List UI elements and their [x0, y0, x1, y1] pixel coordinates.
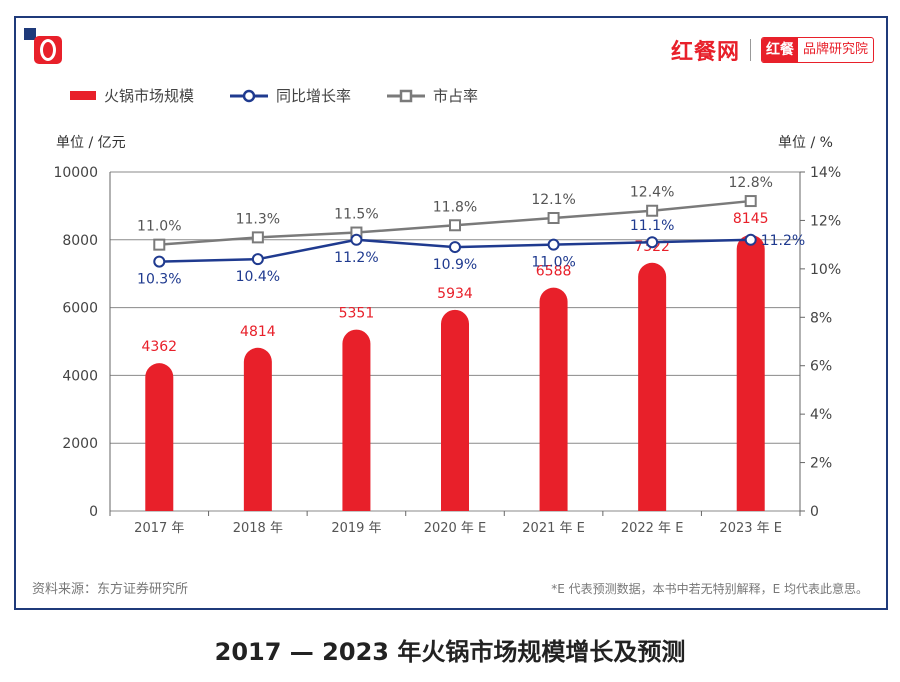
right-axis-unit: 单位 / % — [778, 135, 833, 151]
bar-value-label: 6588 — [536, 264, 572, 280]
share-value-label: 11.5% — [334, 207, 378, 223]
brand-header: 红餐网 红餐 品牌研究院 — [671, 34, 874, 66]
growth-value-label: 10.4% — [236, 269, 280, 285]
share-value-label: 11.8% — [433, 199, 477, 215]
x-tick-label: 2022 年 E — [621, 521, 684, 536]
brand-box-b: 品牌研究院 — [802, 42, 868, 57]
growth-value-label: 11.1% — [630, 218, 674, 234]
left-tick-label: 4000 — [62, 368, 98, 384]
growth-value-label: 10.3% — [137, 272, 181, 288]
bar-value-label: 5934 — [437, 286, 473, 302]
share-value-label: 11.0% — [137, 219, 181, 235]
x-tick-label: 2017 年 — [134, 521, 184, 536]
left-tick-label: 8000 — [62, 233, 98, 249]
x-tick-label: 2020 年 E — [424, 521, 487, 536]
legend-bar-label: 火锅市场规模 — [104, 87, 195, 105]
legend-growth-marker — [230, 89, 269, 102]
x-tick-label: 2021 年 E — [522, 521, 585, 536]
legend-item-growth: 同比增长率 — [230, 85, 351, 106]
right-tick-label: 4% — [810, 407, 832, 423]
brand-box-a: 红餐 — [761, 38, 798, 62]
estimate-note: *E 代表预测数据，本书中若无特别解释，E 均代表此意思。 — [551, 582, 868, 596]
bar-0 — [145, 363, 174, 511]
source-note: 资料来源：东方证券研究所 — [32, 582, 189, 597]
growth-point — [547, 238, 560, 251]
legend-growth-label: 同比增长率 — [276, 87, 352, 105]
logo-badge-icon — [34, 36, 62, 64]
share-point — [153, 238, 166, 251]
share-point — [449, 219, 461, 232]
right-tick-label: 6% — [810, 359, 832, 375]
legend-share-label: 市占率 — [433, 87, 479, 105]
growth-point — [251, 253, 264, 266]
brand-main-logo: 红餐网 — [670, 40, 740, 65]
left-tick-label: 2000 — [62, 436, 98, 452]
x-tick-label: 2019 年 — [331, 521, 381, 536]
right-tick-label: 12% — [810, 213, 841, 229]
bar-6 — [736, 234, 765, 511]
x-tick-label: 2018 年 — [233, 521, 283, 536]
growth-point — [646, 236, 659, 249]
share-point — [547, 212, 560, 225]
bar-1 — [243, 347, 272, 511]
right-tick-label: 14% — [810, 165, 841, 181]
right-tick-label: 2% — [810, 456, 832, 472]
bar-2 — [342, 329, 371, 511]
growth-point — [449, 241, 461, 254]
left-tick-label: 6000 — [62, 301, 98, 317]
growth-value-label: 10.9% — [433, 257, 477, 273]
legend-item-share: 市占率 — [387, 85, 478, 106]
left-tick-label: 10000 — [53, 165, 98, 181]
legend-item-bar: 火锅市场规模 — [70, 85, 194, 106]
growth-value-label: 11.2% — [334, 250, 378, 266]
corner-square — [24, 28, 36, 40]
right-tick-label: 0 — [810, 504, 819, 520]
brand-box-logo: 红餐 品牌研究院 — [760, 37, 874, 63]
left-tick-label: 0 — [89, 504, 98, 520]
legend-share-marker — [387, 89, 426, 102]
right-tick-label: 10% — [810, 262, 841, 278]
x-tick-label: 2023 年 E — [719, 521, 782, 536]
share-value-label: 12.4% — [630, 185, 674, 201]
bar-4 — [539, 287, 568, 511]
share-value-label: 12.1% — [531, 192, 575, 208]
bar-value-label: 4814 — [240, 324, 276, 340]
bar-3 — [441, 309, 469, 511]
share-point — [251, 231, 264, 244]
brand-separator — [749, 39, 751, 61]
right-tick-label: 8% — [810, 310, 832, 326]
share-point — [744, 195, 757, 208]
left-axis-unit: 单位 / 亿元 — [56, 135, 126, 151]
figure-title: 2017 — 2023 年火锅市场规模增长及预测 — [214, 638, 686, 666]
share-value-label: 11.3% — [236, 211, 280, 227]
legend-bar-swatch — [70, 91, 96, 100]
growth-point — [350, 233, 363, 246]
growth-point — [153, 255, 166, 268]
share-point — [646, 204, 659, 217]
bar-5 — [638, 262, 667, 511]
share-value-label: 12.8% — [728, 175, 772, 191]
bar-value-label: 4362 — [141, 339, 177, 355]
growth-value-label: 11.2% — [761, 233, 805, 249]
chart-legend: 火锅市场规模 同比增长率 市占率 — [70, 85, 478, 106]
bar-value-label: 5351 — [339, 306, 375, 322]
growth-point — [744, 233, 757, 246]
bar-value-label: 8145 — [733, 211, 769, 227]
growth-value-label: 11.0% — [531, 255, 575, 271]
